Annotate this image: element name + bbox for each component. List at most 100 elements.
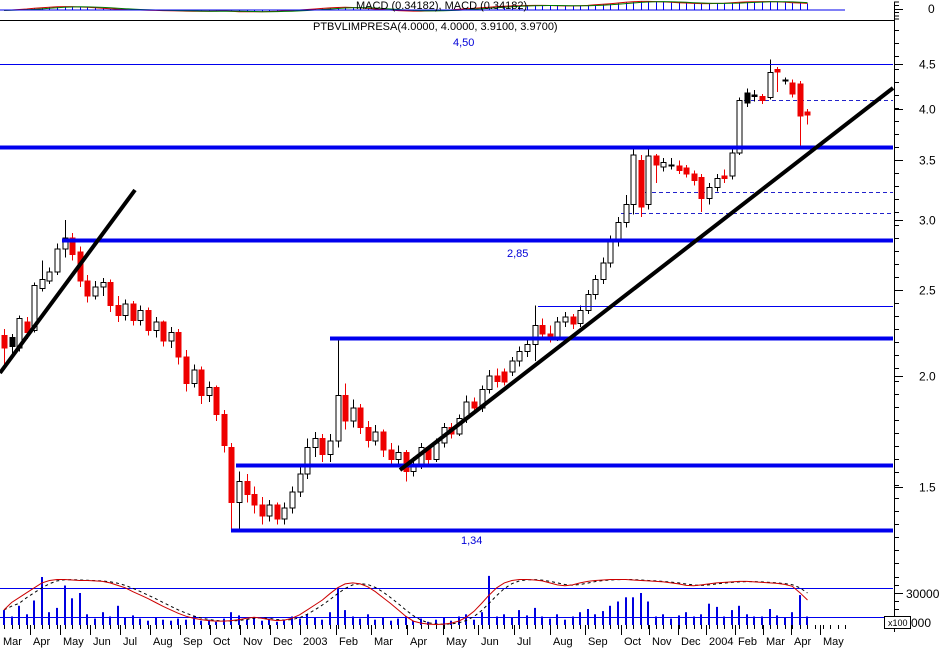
candle [153,317,160,338]
month-label: Nov [652,636,672,648]
volume-bar [71,598,73,625]
volume-bar [496,616,498,625]
month-label: Aug [153,636,173,648]
volume-bar [291,616,293,625]
month-label: Dec [273,636,293,648]
volume-bar [79,593,81,625]
month-label: Aug [553,636,573,648]
price-axis-label: 4.5 [919,58,936,72]
volume-bar [700,614,702,625]
volume-bar [230,612,232,625]
candle [759,93,766,105]
candle [532,305,539,361]
volume-bar [397,618,399,625]
candle [365,420,372,448]
volume-bar [390,620,392,625]
volume-axis-label-fragment: 000 [911,616,931,630]
candle [160,320,167,347]
time-axis: Mar Apr May Jun Jul Aug Sep Oct Nov Dec 2003 Feb Mar… [3,625,846,648]
month-label: Sep [588,636,608,648]
annotation-450: 4,50 [453,37,475,49]
volume-bar [609,605,611,625]
candle [206,381,213,402]
volume-bar [11,616,13,625]
candle [562,312,569,328]
trendlines [0,86,895,472]
volume-bar [124,617,126,625]
volume-bar [56,607,58,625]
candlestick-series [1,59,811,531]
volume-bar [359,618,361,625]
volume-bar [511,617,513,625]
price-axis-label: 1.5 [919,481,936,495]
volume-bar [693,616,695,625]
candle [69,232,76,261]
volume-bar [549,618,551,625]
price-axis-label: 2.5 [919,284,936,298]
volume-bar [647,601,649,625]
volume-bar [177,618,179,625]
volume-bar [738,605,740,625]
candle [509,357,516,376]
month-label: Jul [517,636,531,648]
candle [774,67,781,92]
candle [1,328,8,365]
volume-bar [602,611,604,625]
volume-bar [102,612,104,625]
volume-bar [526,615,528,625]
volume-bar [306,614,308,625]
annotation-285: 2,85 [507,248,529,260]
candle [395,445,402,465]
price-axis-label: 4.0 [919,103,936,117]
candle [297,466,304,498]
stochastic-lines [0,578,893,626]
volume-bar [64,585,66,625]
volume-bar [678,615,680,625]
volume-bar [109,616,111,625]
candle [92,280,99,300]
month-label: Mar [766,636,785,648]
volume-bar [268,618,270,625]
candle [281,502,288,525]
candle [9,334,16,354]
candle [789,79,796,98]
volume-bar [405,616,407,625]
volume-bar [337,587,339,625]
candle [342,383,349,430]
indicator-title: MACD (0.34182), MACD (0.34182) [356,0,528,12]
month-label: May [446,636,467,648]
candle [372,425,379,446]
candle [630,145,637,215]
volume-bar [791,612,793,625]
month-label: Mar [3,636,22,648]
volume-bar [753,616,755,625]
volume-bar [329,612,331,625]
month-label: Apr [794,636,811,648]
candle [198,366,205,404]
candle [327,434,334,462]
macd-axis-label: 0 [928,2,935,16]
candle [653,153,660,183]
candle [660,158,667,172]
volume-bar [716,606,718,625]
volume-bar [564,619,566,625]
candle [183,349,190,392]
volume-bar [185,619,187,625]
volume-bar [117,605,119,625]
candle [501,368,508,386]
volume-bar [367,614,369,625]
candle [115,296,122,323]
candle [729,149,736,180]
volume-bar [662,614,664,625]
candle [524,339,531,358]
candle [592,274,599,300]
volume-bar [352,616,354,625]
month-label: 2003 [303,636,327,648]
volume-bar [708,603,710,625]
candle [380,429,387,458]
candle [221,410,228,453]
month-label: May [823,636,844,648]
volume-bar [799,595,801,625]
volume-bar [208,619,210,625]
